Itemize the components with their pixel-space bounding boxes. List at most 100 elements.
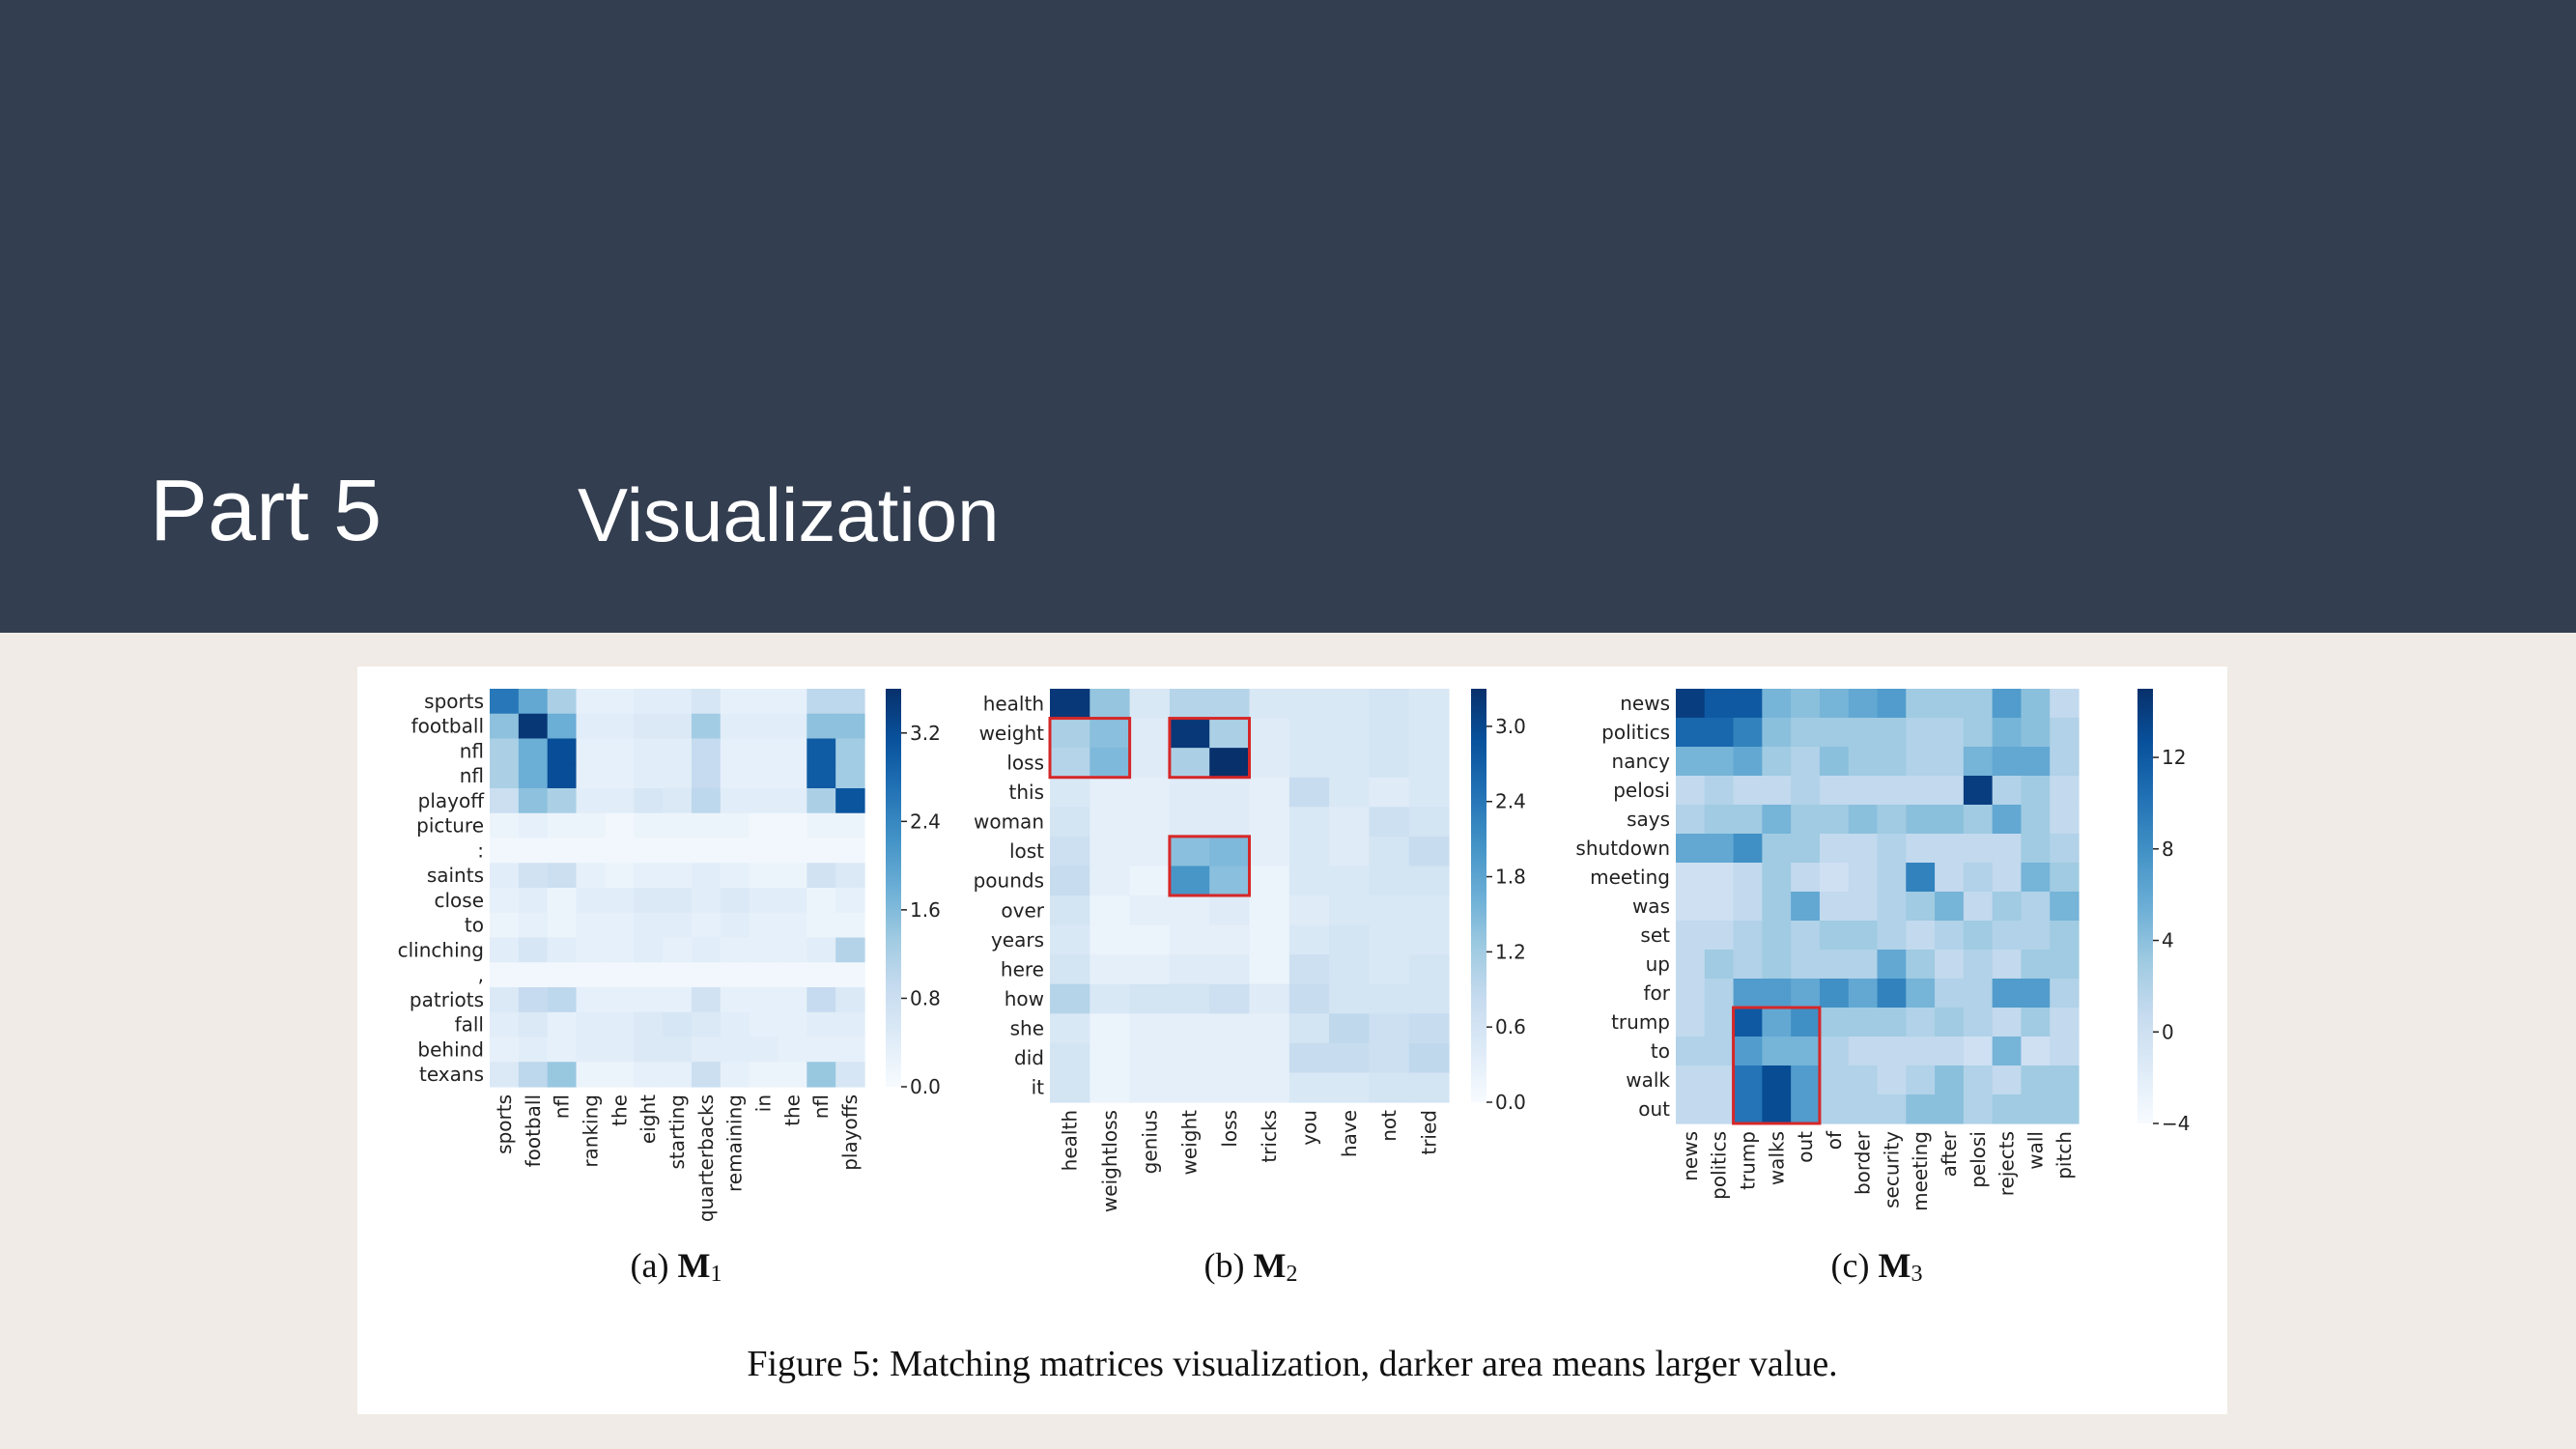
heatmap-cell	[1733, 805, 1763, 835]
heatmap-cell	[1992, 834, 2023, 864]
heatmap-cell	[1090, 718, 1131, 749]
heatmap-cell	[1762, 1037, 1792, 1066]
heatmap-cell	[835, 788, 865, 814]
heatmap-cell	[1676, 863, 1706, 893]
heatmap-cell	[807, 937, 836, 963]
row-label: woman	[974, 810, 1044, 834]
heatmap-cell	[1704, 805, 1735, 835]
heatmap-cell	[1408, 895, 1450, 926]
heatmap-cell	[778, 987, 807, 1013]
heatmap-cell	[1704, 979, 1735, 1009]
heatmap-cell	[1935, 1094, 1965, 1124]
row-label: this	[1009, 781, 1045, 804]
heatmap-cell	[1249, 924, 1290, 955]
heatmap-cell	[1090, 1042, 1131, 1074]
heatmap-cell	[547, 838, 578, 864]
heatmap-cell	[576, 863, 606, 889]
heatmap-cell	[1963, 834, 1994, 864]
heatmap-cell	[1762, 950, 1792, 980]
heatmap-cell	[1906, 718, 1936, 748]
col-label: weightloss	[1098, 1110, 1121, 1212]
heatmap-cell	[1209, 689, 1251, 720]
heatmap-cell	[634, 937, 664, 963]
heatmap-cell	[1906, 921, 1936, 951]
heatmap-cell	[1050, 807, 1090, 838]
heatmap-cell	[691, 1011, 722, 1038]
heatmap-cell	[1877, 805, 1907, 835]
heatmap-cell	[1050, 1013, 1090, 1044]
heatmap-cell	[1408, 1013, 1450, 1044]
heatmap-cell	[1848, 1008, 1879, 1037]
row-label: it	[1032, 1076, 1045, 1099]
heatmap-cell	[1848, 1094, 1879, 1124]
heatmap-cell	[1169, 1072, 1210, 1103]
heatmap-cell	[1249, 748, 1290, 779]
heatmap-cell	[1169, 1013, 1210, 1044]
heatmap-cell	[518, 763, 549, 789]
heatmap-cell	[1050, 895, 1090, 926]
heatmap-cell	[518, 863, 549, 889]
heatmap-cell	[1676, 979, 1706, 1009]
subcaption-subscript: 3	[1911, 1262, 1922, 1287]
heatmap-cell	[1129, 895, 1171, 926]
row-label: lost	[1009, 839, 1044, 863]
heatmap-cell	[1848, 834, 1879, 864]
heatmap-cell	[605, 838, 635, 864]
heatmap-cell	[1090, 689, 1131, 720]
heatmap-cell	[1676, 950, 1706, 980]
heatmap-cell	[1676, 1065, 1706, 1095]
heatmap-cell	[1992, 892, 2023, 922]
heatmap-cell	[663, 689, 693, 715]
heatmap-cell	[1329, 807, 1370, 838]
heatmap-cell	[1848, 718, 1879, 748]
heatmap-cell	[691, 987, 722, 1013]
heatmap-cell	[490, 738, 520, 764]
row-label: here	[1001, 957, 1044, 980]
heatmap-cell	[1288, 1042, 1330, 1074]
row-label: set	[1640, 923, 1670, 947]
heatmap-cell	[1369, 866, 1410, 896]
heatmap-cell	[778, 863, 807, 889]
heatmap-cell	[749, 962, 779, 988]
heatmap-cell	[1819, 1037, 1850, 1066]
heatmap-cell	[547, 937, 578, 963]
row-label: trump	[1611, 1010, 1670, 1034]
colorbar-tick-label: 0	[2162, 1020, 2174, 1043]
heatmap-cell	[691, 738, 722, 764]
col-label: security	[1880, 1131, 1903, 1208]
colorbar-tick-label: 0.8	[910, 986, 941, 1009]
heatmap-cell	[1408, 836, 1450, 867]
heatmap-cell	[547, 962, 578, 988]
heatmap-cell	[720, 962, 750, 988]
row-label: behind	[417, 1037, 484, 1061]
col-label: sports	[493, 1094, 516, 1154]
heatmap-cell	[1288, 748, 1330, 779]
heatmap-cell	[2021, 718, 2051, 748]
heatmap-cell	[1209, 954, 1251, 985]
heatmap-cell	[2021, 863, 2051, 893]
heatmap-cell	[720, 863, 750, 889]
heatmap-cell	[807, 863, 836, 889]
heatmap-cell	[1877, 892, 1907, 922]
heatmap-cell	[1209, 777, 1251, 808]
heatmap-cell	[2021, 689, 2051, 719]
heatmap-cell	[576, 962, 606, 988]
row-label: football	[411, 715, 484, 738]
heatmap-cell	[1963, 689, 1994, 719]
heatmap-cell	[1992, 950, 2023, 980]
heatmap-cell	[749, 937, 779, 963]
row-label: nancy	[1612, 750, 1671, 773]
heatmap-cell	[490, 937, 520, 963]
col-label: pelosi	[1967, 1131, 1990, 1188]
heatmap-cell	[1848, 979, 1879, 1009]
row-label: nfl	[460, 764, 484, 787]
heatmap-cell	[605, 788, 635, 814]
heatmap-cell	[1906, 1008, 1936, 1037]
heatmap-cell	[1329, 748, 1370, 779]
heatmap-cell	[778, 962, 807, 988]
heatmap-cell	[1992, 776, 2023, 806]
heatmap-cell	[2050, 689, 2080, 719]
row-label: to	[465, 914, 484, 937]
heatmap-cell	[634, 1062, 664, 1088]
heatmap-cell	[547, 1062, 578, 1088]
